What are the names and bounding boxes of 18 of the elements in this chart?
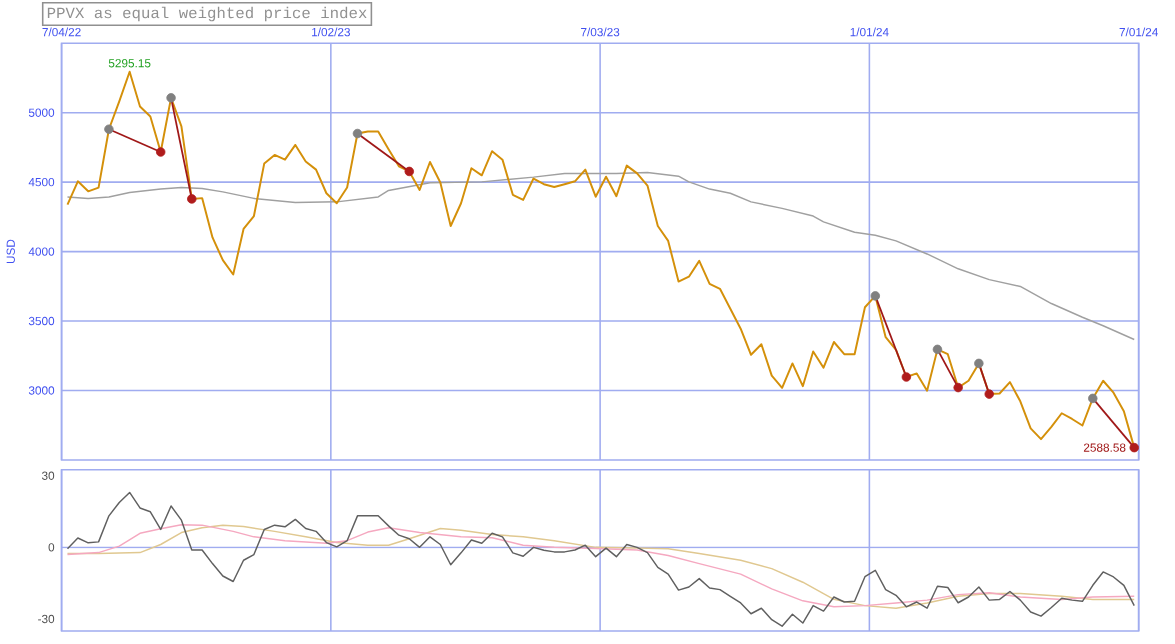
y-tick-label: 4000: [28, 247, 55, 256]
y-tick-label: -30: [38, 614, 55, 623]
x-tick-label: 1/01/24: [850, 27, 889, 37]
y-tick-label: 0: [48, 542, 55, 552]
y-tick-label: 3500: [28, 316, 55, 326]
x-tick-label: 1/02/23: [312, 27, 350, 37]
y-tick-label: 4500: [28, 177, 55, 187]
annotation: 2588.58: [1083, 443, 1126, 452]
annotation: 5295.15: [108, 58, 151, 68]
x-tick-label: 7/03/23: [581, 27, 620, 37]
x-tick-label: 7/04/22: [42, 27, 81, 37]
chart-title: PPVX as equal weighted price index: [47, 6, 367, 22]
y-tick-label: 30: [41, 471, 55, 480]
x-tick-label: 7/01/24: [1119, 27, 1158, 37]
y-axis-title: USD: [6, 239, 15, 263]
y-tick-label: 3000: [28, 386, 55, 395]
y-tick-label: 5000: [28, 108, 55, 117]
line-series: [66, 171, 1135, 341]
